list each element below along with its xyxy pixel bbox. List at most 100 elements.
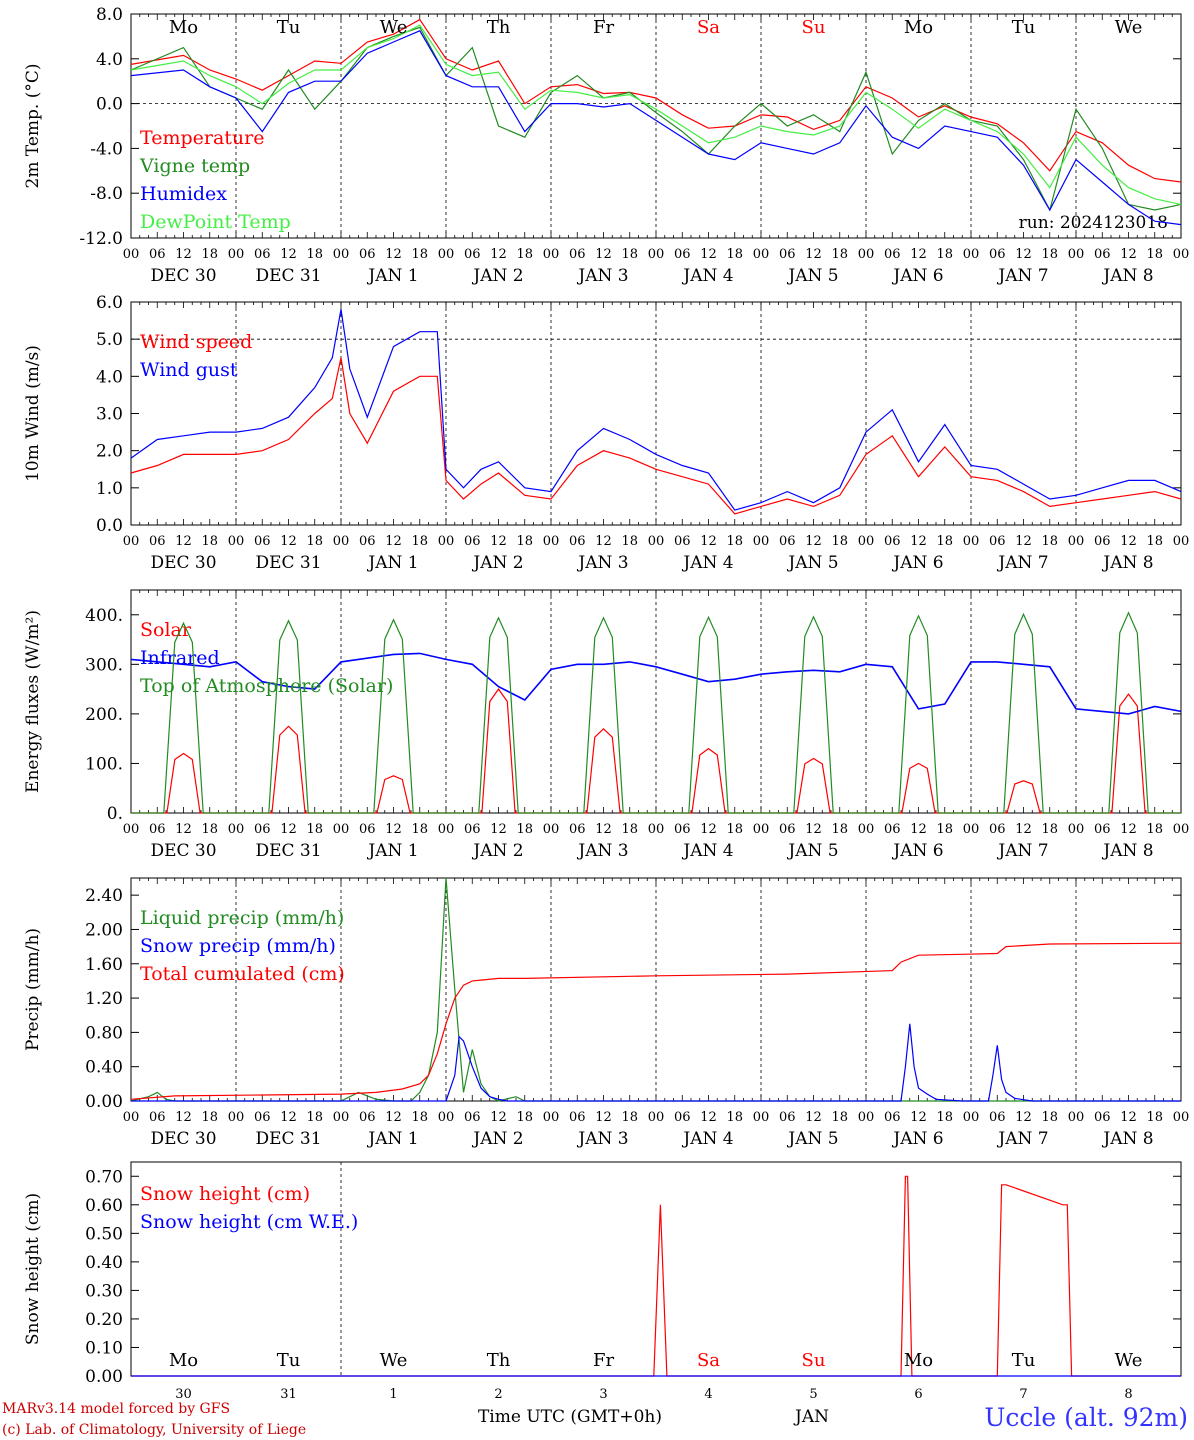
- panel-4-hour-label: 18: [726, 1110, 743, 1125]
- panel-1-date-label: DEC 31: [255, 266, 321, 286]
- panel-3-frame: [130, 589, 1182, 814]
- panel-3-legend-top-of-atmosphere-solar-: Top of Atmosphere (Solar): [140, 675, 393, 697]
- panel-4-hour-label: 00: [858, 1110, 875, 1125]
- panel-1-hour-label: 06: [884, 247, 901, 262]
- weekday-label-bottom: Mo: [904, 1350, 933, 1371]
- panel-1-hour-label: 06: [254, 247, 271, 262]
- panel-4-hour-label: 12: [1015, 1110, 1032, 1125]
- panel-3-hour-label: 00: [228, 822, 245, 837]
- panel-4-hour-label: 12: [490, 1110, 507, 1125]
- panel-2-hour-label: 00: [963, 534, 980, 549]
- panel-4-date-label: JAN 1: [366, 1129, 418, 1149]
- day-number-label: 5: [809, 1387, 817, 1402]
- panel-2-hour-label: 18: [1146, 534, 1163, 549]
- panel-3-hour-label: 12: [385, 822, 402, 837]
- panel-4-hour-label: 18: [516, 1110, 533, 1125]
- panel-5-y-tick-label: 0.20: [85, 1310, 123, 1330]
- panel-3-y-tick-label: 100.: [85, 754, 123, 774]
- panel-2-hour-label: 18: [936, 534, 953, 549]
- panel-5-y-tick-label: 0.30: [85, 1281, 123, 1301]
- panel-4-series-total-cumulated-cm-: [130, 942, 1182, 1100]
- panel-1-date-label: JAN 2: [471, 266, 523, 286]
- weekday-label-bottom: We: [1115, 1350, 1143, 1371]
- panel-3-date-label: JAN 3: [576, 841, 628, 861]
- panel-1-frame: [130, 13, 1182, 239]
- day-number-label: 2: [494, 1387, 502, 1402]
- month-label: JAN: [793, 1407, 829, 1427]
- panel-3-hour-label: 06: [674, 822, 691, 837]
- panel-2-series-wind-speed: [130, 357, 1182, 515]
- panel-3-hour-label: 18: [411, 822, 428, 837]
- panel-3-hour-label: 00: [963, 822, 980, 837]
- panel-1-date-label: JAN 6: [891, 266, 943, 286]
- panel-2-date-label: JAN 1: [366, 553, 418, 573]
- panel-3-hour-label: 06: [779, 822, 796, 837]
- panel-2-hour-label: 00: [753, 534, 770, 549]
- panel-1-hour-label: 06: [779, 247, 796, 262]
- panel-2-legend-wind-gust: Wind gust: [140, 359, 238, 381]
- panel-1-legend-humidex: Humidex: [140, 183, 227, 205]
- panel-4-hour-label: 18: [831, 1110, 848, 1125]
- panel-3-date-label: JAN 5: [786, 841, 838, 861]
- day-number-label: 31: [280, 1387, 297, 1402]
- panel-4-date-label: JAN 8: [1101, 1129, 1153, 1149]
- panel-1-hour-label: 06: [149, 247, 166, 262]
- panel-3-y-axis-label: Energy fluxes (W/m²): [23, 610, 43, 793]
- panel-3-hour-label: 12: [1120, 822, 1137, 837]
- day-number-label: 1: [389, 1387, 397, 1402]
- panel-3-hour-label: 06: [464, 822, 481, 837]
- panel-2-y-tick-label: 2.0: [96, 442, 123, 462]
- panel-4-hour-label: 00: [753, 1110, 770, 1125]
- panel-1-hour-label: 06: [674, 247, 691, 262]
- panel-1-hour-label: 00: [228, 247, 245, 262]
- panel-3-hour-label: 06: [989, 822, 1006, 837]
- panel-5-y-tick-label: 0.00: [85, 1367, 123, 1387]
- panel-2-hour-label: 06: [1094, 534, 1111, 549]
- panel-4-hour-label: 12: [805, 1110, 822, 1125]
- panel-2-hour-label: 00: [228, 534, 245, 549]
- panel-4-hour-label: 12: [385, 1110, 402, 1125]
- panel-3-hour-label: 12: [910, 822, 927, 837]
- panel-1-y-tick-label: 8.0: [96, 5, 123, 25]
- panel-1-hour-label: 12: [280, 247, 297, 262]
- panel-4-hour-label: 12: [700, 1110, 717, 1125]
- panel-3-date-label: DEC 31: [255, 841, 321, 861]
- weekday-label-bottom: Sa: [697, 1350, 720, 1371]
- panel-3-hour-label: 18: [1041, 822, 1058, 837]
- panel-1-hour-label: 12: [175, 247, 192, 262]
- panel-4-hour-label: 00: [543, 1110, 560, 1125]
- panel-2-hour-label: 12: [385, 534, 402, 549]
- panel-2-hour-label: 06: [254, 534, 271, 549]
- panel-1-hour-label: 00: [858, 247, 875, 262]
- panel-4-hour-label: 06: [1094, 1110, 1111, 1125]
- panel-2-hour-label: 06: [569, 534, 586, 549]
- x-axis-title: Time UTC (GMT+0h): [478, 1407, 662, 1427]
- panel-1-hour-label: 00: [1068, 247, 1085, 262]
- panel-3-hour-label: 00: [543, 822, 560, 837]
- panel-2-hour-label: 00: [333, 534, 350, 549]
- panel-2-series-wind-gust: [130, 309, 1182, 511]
- panel-4-hour-label: 06: [674, 1110, 691, 1125]
- panel-2-hour-label: 06: [884, 534, 901, 549]
- day-number-label: 6: [914, 1387, 922, 1402]
- panel-4-date-label: JAN 5: [786, 1129, 838, 1149]
- panel-4-series-snow-precip-mm-h-: [131, 1023, 1181, 1102]
- panel-1-y-tick-label: -8.0: [90, 184, 123, 204]
- panel-4-legend-total-cumulated-cm-: Total cumulated (cm): [140, 963, 345, 985]
- panel-3-hour-label: 00: [438, 822, 455, 837]
- panel-2-y-tick-label: 4.0: [96, 367, 123, 387]
- panel-4-hour-label: 00: [1173, 1110, 1190, 1125]
- panel-3-series-infrared: [130, 652, 1182, 715]
- panel-4-hour-label: 12: [175, 1110, 192, 1125]
- panel-4-hour-label: 00: [648, 1110, 665, 1125]
- panel-4-y-tick-label: 1.20: [85, 989, 123, 1009]
- weekday-label-bottom: We: [380, 1350, 408, 1371]
- panel-4-hour-label: 12: [595, 1110, 612, 1125]
- panel-3-date-label: JAN 8: [1101, 841, 1153, 861]
- panel-2-hour-label: 06: [464, 534, 481, 549]
- panel-1-hour-label: 12: [490, 247, 507, 262]
- panel-2-y-tick-label: 1.0: [96, 479, 123, 499]
- panel-2-hour-label: 18: [201, 534, 218, 549]
- panel-3-hour-label: 18: [306, 822, 323, 837]
- panel-2-hour-label: 00: [648, 534, 665, 549]
